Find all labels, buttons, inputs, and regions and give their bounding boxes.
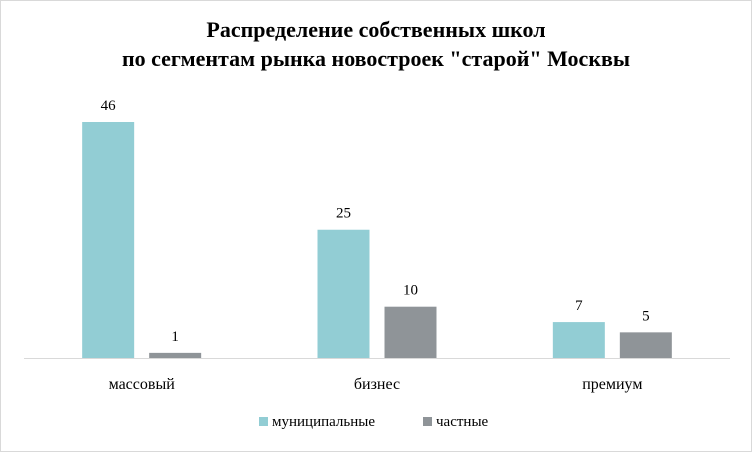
bar-municipal-2 <box>552 322 605 358</box>
category-label-2: премиум <box>582 376 642 393</box>
legend-label-municipal: муниципальные <box>272 414 375 430</box>
data-label-private-2: 5 <box>642 308 650 324</box>
data-label-private-1: 10 <box>403 283 418 299</box>
data-label-private-0: 1 <box>171 329 179 345</box>
data-label-municipal-1: 25 <box>336 206 351 222</box>
legend-swatch-municipal <box>259 417 268 426</box>
legend-label-private: частные <box>436 414 489 430</box>
bar-private-1 <box>384 306 437 358</box>
bar-private-2 <box>619 332 672 358</box>
category-label-0: массовый <box>109 376 176 393</box>
chart-title: Распределение собственных школ по сегмен… <box>1 15 751 73</box>
data-label-municipal-2: 7 <box>575 298 583 314</box>
chart-title-line-1: Распределение собственных школ <box>206 17 546 42</box>
legend-swatch-private <box>423 417 432 426</box>
category-label-1: бизнес <box>354 376 400 393</box>
bar-municipal-1 <box>317 229 370 358</box>
chart-title-line-2: по сегментам рынка новостроек "старой" М… <box>121 46 631 71</box>
bar-municipal-0 <box>82 122 135 358</box>
data-label-municipal-0: 46 <box>101 98 117 114</box>
bar-private-0 <box>149 352 202 358</box>
